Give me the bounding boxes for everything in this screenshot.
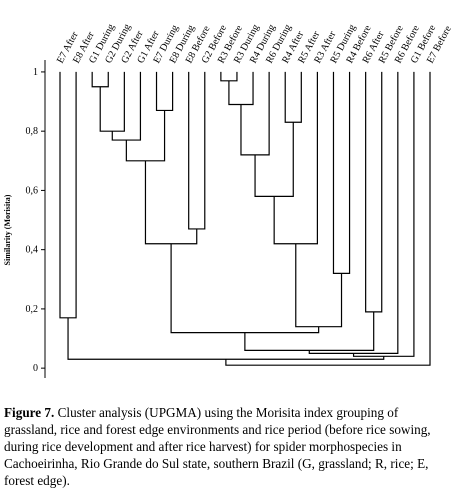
- caption-label: Figure 7.: [4, 405, 55, 420]
- y-tick-label: 0,2: [26, 304, 39, 315]
- dendrogram-link: [254, 122, 294, 197]
- dendrogram-link: [155, 71, 174, 112]
- dendrogram-link: [228, 71, 254, 106]
- dendrogram-link: [240, 71, 270, 156]
- y-tick-label: 0,6: [26, 185, 39, 196]
- dendrogram-link: [125, 110, 166, 162]
- dendrogram-link: [111, 71, 142, 141]
- dendrogram-link: [244, 311, 375, 351]
- y-tick-label: 0,8: [26, 126, 39, 137]
- y-tick-label: 0,4: [26, 245, 39, 256]
- dendrogram-link: [99, 71, 125, 132]
- dendrogram-link: [352, 71, 415, 357]
- dendrogram-link: [170, 243, 320, 334]
- dendrogram-link: [308, 71, 399, 354]
- caption-text: Cluster analysis (UPGMA) using the Moris…: [4, 405, 431, 488]
- dendrogram-link: [332, 71, 351, 274]
- dendrogram-link: [220, 71, 238, 82]
- dendrogram-link: [284, 71, 302, 123]
- dendrogram-link: [273, 71, 318, 245]
- dendrogram-link: [225, 71, 431, 366]
- dendrogram-link: [59, 71, 77, 319]
- dendrogram-link: [365, 71, 383, 313]
- dendrogram-link: [188, 71, 206, 230]
- y-tick-label: 0: [33, 363, 38, 374]
- y-axis-label: Similarity (Morisita): [3, 194, 12, 265]
- dendrogram-link: [295, 243, 343, 328]
- caption: Figure 7. Cluster analysis (UPGMA) using…: [4, 404, 452, 489]
- y-tick-label: 1: [33, 67, 38, 78]
- dendrogram-link: [91, 71, 109, 88]
- dendrogram-link: [67, 317, 385, 360]
